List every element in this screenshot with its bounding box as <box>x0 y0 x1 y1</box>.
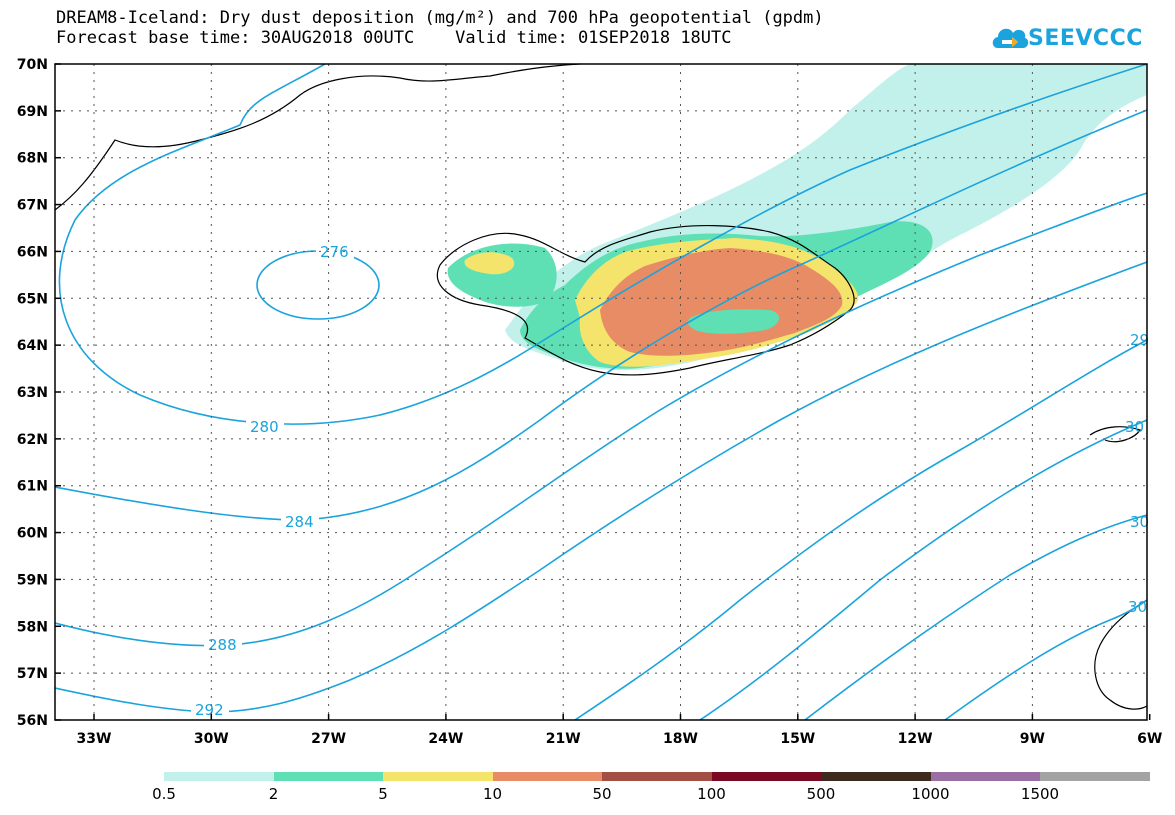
colorbar-label: 0.5 <box>152 785 176 803</box>
axis-ticks <box>55 63 1151 721</box>
scotland-coastline <box>1094 599 1148 710</box>
colorbar-segment <box>821 772 931 781</box>
colorbar-segment <box>711 772 822 781</box>
longitude-labels: 33W 30W 27W 24W 21W 18W 15W 12W 9W 6W <box>77 731 1163 747</box>
contour-label-276: 276 <box>320 243 349 261</box>
colorbar-segment <box>383 772 493 781</box>
colorbar-label: 1500 <box>1020 785 1060 803</box>
contour-label-30a: 30 <box>1125 418 1144 436</box>
colorbar-label: 2 <box>268 785 279 803</box>
lon-label: 15W <box>780 731 815 747</box>
colorbar-segment <box>492 772 603 781</box>
dust-level-2-west <box>447 243 557 307</box>
contour-300a <box>699 419 1147 720</box>
colorbar-label: 10 <box>482 785 503 803</box>
iceland-coastline <box>436 225 855 376</box>
lon-label: 18W <box>663 731 698 747</box>
dust-level-10 <box>600 248 843 356</box>
faroe-coastline <box>1089 426 1141 443</box>
contour-label-30b: 30 <box>1130 513 1149 531</box>
contour-276 <box>256 250 380 320</box>
contour-label-280: 280 <box>250 418 279 436</box>
colorbar-segment <box>930 772 1041 781</box>
colorbar-label: 1000 <box>911 785 950 803</box>
lat-label: 70N <box>17 57 48 73</box>
lat-label: 63N <box>17 385 48 401</box>
lat-label: 64N <box>17 338 48 354</box>
cloud-icon <box>992 28 1029 48</box>
greenland-coastline <box>54 63 581 211</box>
colorbar-label: 5 <box>378 785 388 803</box>
lon-label: 33W <box>77 731 112 747</box>
lon-label: 6W <box>1137 731 1162 747</box>
contour-284 <box>55 109 1147 521</box>
lat-label: 59N <box>17 572 48 588</box>
map-title: DREAM8-Iceland: Dry dust deposition (mg/… <box>56 8 824 28</box>
lat-label: 67N <box>17 198 48 214</box>
colorbar-segment <box>164 772 274 781</box>
lat-label: 68N <box>17 151 48 167</box>
colorbar-segment <box>273 772 384 781</box>
contour-label-group: 276 280 284 288 292 29 30 30 30 <box>191 242 1149 719</box>
contour-label-292: 292 <box>195 701 224 719</box>
lat-label: 65N <box>17 291 48 307</box>
contour-label-288: 288 <box>208 636 237 654</box>
colorbar-label: 500 <box>806 785 836 803</box>
lon-label: 24W <box>428 731 463 747</box>
contour-label-30c: 30 <box>1128 598 1147 616</box>
colorbar-segment <box>1040 772 1150 781</box>
contour-300b <box>804 514 1147 720</box>
lon-label: 21W <box>546 731 581 747</box>
colorbar-segment <box>602 772 712 781</box>
map-subtitle: Forecast base time: 30AUG2018 00UTC Vali… <box>56 28 732 48</box>
contour-280 <box>58 64 1147 425</box>
lat-label: 69N <box>17 104 48 120</box>
contour-label-29: 29 <box>1130 331 1149 349</box>
dust-gap <box>687 309 780 334</box>
colorbar-label: 100 <box>697 785 726 803</box>
lat-label: 58N <box>17 619 48 635</box>
seevccc-logo: SEEVCCC <box>990 18 1143 58</box>
lat-label: 66N <box>17 244 48 260</box>
lat-label: 60N <box>17 526 48 542</box>
lon-label: 27W <box>311 731 346 747</box>
lon-label: 9W <box>1020 731 1045 747</box>
dust-field <box>447 64 1147 371</box>
contour-296 <box>574 339 1147 720</box>
lat-label: 61N <box>17 479 48 495</box>
lon-label: 30W <box>194 731 229 747</box>
contour-label-284: 284 <box>285 513 314 531</box>
colorbar-label: 50 <box>592 785 612 803</box>
lat-label: 56N <box>17 713 48 729</box>
logo-text: SEEVCCC <box>1028 26 1143 51</box>
contour-300c <box>944 599 1147 720</box>
lat-label: 57N <box>17 666 48 682</box>
latitude-labels: 70N 69N 68N 67N 66N 65N 64N 63N 62N 61N 60N 59N 58N 5… <box>17 57 48 729</box>
lat-label: 62N <box>17 432 48 448</box>
lon-label: 12W <box>898 731 933 747</box>
graticule <box>55 64 1147 720</box>
dust-level-5-west <box>464 252 515 275</box>
